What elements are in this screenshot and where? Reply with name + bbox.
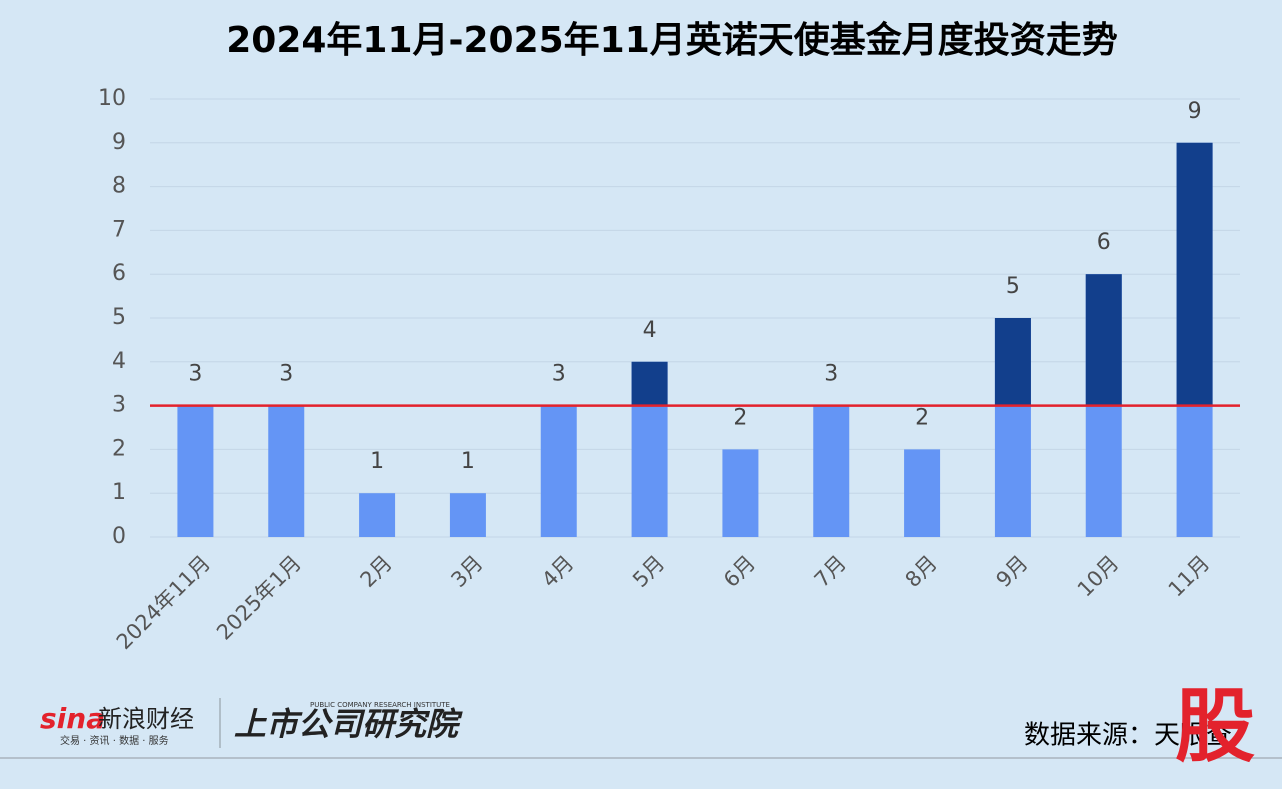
stamp-logo: 股 — [1175, 680, 1255, 773]
data-label: 3 — [824, 362, 838, 387]
y-tick-label: 0 — [112, 524, 126, 549]
data-label: 3 — [552, 362, 566, 387]
brand-name: 新浪财经 — [98, 705, 194, 733]
bar — [540, 405, 577, 537]
data-label: 9 — [1188, 99, 1202, 124]
y-tick-label: 6 — [112, 261, 126, 286]
bar — [722, 449, 759, 537]
y-tick-label: 4 — [112, 349, 126, 374]
y-tick-label: 7 — [112, 217, 126, 242]
bar — [177, 405, 214, 537]
y-tick-label: 9 — [112, 130, 126, 155]
data-label: 2 — [733, 405, 747, 430]
bar — [449, 493, 486, 537]
bar-above-reference — [631, 361, 668, 406]
brand-tagline: 交易 · 资讯 · 数据 · 服务 — [60, 734, 169, 747]
bar-above-reference — [1176, 142, 1213, 406]
y-tick-label: 3 — [112, 393, 126, 418]
institute-en: PUBLIC COMPANY RESEARCH INSTITUTE — [310, 701, 450, 709]
y-tick-label: 5 — [112, 305, 126, 330]
data-label: 3 — [279, 362, 293, 387]
data-label: 3 — [188, 362, 202, 387]
source-note: 数据来源：天眼查 — [1024, 721, 1232, 751]
bar-above-reference — [1085, 274, 1122, 406]
institute-name: 上市公司研究院 — [234, 705, 463, 743]
data-label: 5 — [1006, 274, 1020, 299]
bar — [359, 493, 396, 537]
data-label: 1 — [461, 449, 475, 474]
bar-above-reference — [994, 318, 1031, 406]
y-tick-label: 10 — [98, 86, 126, 111]
bar — [268, 405, 305, 537]
y-tick-label: 1 — [112, 480, 126, 505]
data-label: 6 — [1097, 230, 1111, 255]
data-label: 2 — [915, 405, 929, 430]
y-tick-label: 8 — [112, 174, 126, 199]
y-tick-label: 2 — [112, 436, 126, 461]
data-label: 4 — [643, 318, 657, 343]
bar — [813, 405, 850, 537]
chart-title: 2024年11月-2025年11月英诺天使基金月度投资走势 — [226, 19, 1118, 61]
brand-logo: sina — [40, 702, 105, 735]
data-label: 1 — [370, 449, 384, 474]
bar — [904, 449, 941, 537]
